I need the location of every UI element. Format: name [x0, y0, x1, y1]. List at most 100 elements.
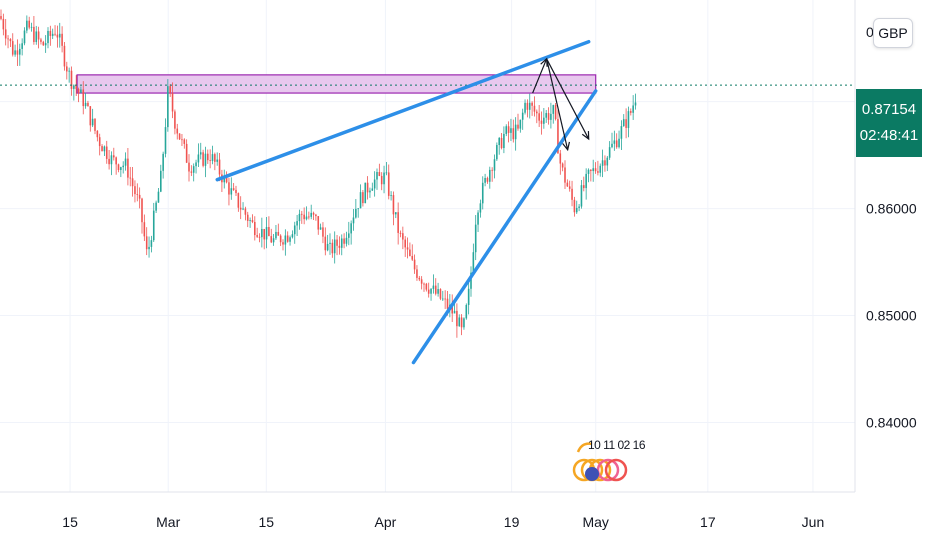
candle-body — [197, 154, 200, 163]
candle-body — [566, 182, 569, 187]
candle-body — [533, 105, 536, 112]
candle-body — [84, 102, 87, 107]
candle-body — [9, 39, 12, 42]
candle-body — [202, 152, 204, 166]
candle-body — [214, 154, 216, 162]
candle-body — [298, 213, 301, 222]
candle-body — [209, 160, 211, 161]
candle-body — [333, 239, 336, 254]
currency-button[interactable]: GBP — [873, 18, 913, 48]
candle-body — [77, 89, 80, 93]
candle-body — [228, 182, 230, 195]
candle-body — [96, 130, 99, 138]
candle-body — [599, 165, 602, 173]
candle-body — [357, 208, 359, 210]
trendline-upper — [215, 39, 591, 182]
candle-body — [557, 119, 559, 154]
x-tick-label: 15 — [62, 514, 78, 530]
y-tick-label: 0.86000 — [866, 201, 917, 217]
candle-body — [301, 213, 303, 215]
candle-body — [390, 195, 392, 196]
candle-body — [481, 182, 484, 204]
time-axis[interactable]: 15 Mar 15 Apr 19 May 17 Jun — [62, 514, 824, 530]
candle-body — [82, 89, 85, 107]
candle-body — [430, 288, 432, 294]
candle-body — [594, 168, 597, 172]
candle-body — [620, 126, 623, 139]
candle-body — [526, 102, 529, 110]
candle-body — [622, 119, 625, 127]
price-axis[interactable]: 0.86000 0.85000 0.84000 — [866, 201, 917, 431]
candle-body — [507, 126, 510, 133]
candle-body — [634, 102, 637, 106]
candle-body — [559, 153, 562, 164]
candle-body — [145, 236, 148, 250]
candle-body — [204, 153, 207, 166]
candle-body — [195, 162, 197, 167]
candle-body — [127, 158, 129, 178]
candle-body — [61, 33, 63, 46]
candle-body — [136, 194, 139, 195]
candle-body — [254, 221, 256, 236]
candle-body — [411, 255, 414, 260]
candle-body — [491, 169, 493, 171]
candle-body — [510, 128, 512, 133]
candle-body — [16, 50, 19, 55]
events-marker[interactable]: 10 11 02 16 — [572, 434, 646, 490]
candle-body — [91, 118, 94, 126]
candle-body — [362, 192, 364, 204]
projection-arrowhead — [581, 131, 590, 141]
candle-body — [627, 111, 630, 128]
candle-body — [568, 186, 571, 189]
x-tick-label: Mar — [156, 514, 180, 530]
resistance-zone[interactable] — [76, 74, 597, 94]
chart-grid — [0, 0, 855, 492]
candle-body — [261, 228, 263, 238]
candle-body — [416, 269, 418, 278]
candle-body — [174, 111, 176, 129]
candle-body — [531, 102, 533, 106]
candle-body — [263, 228, 265, 240]
candle-body — [239, 207, 242, 210]
candle-body — [404, 239, 406, 248]
projection-arrows[interactable] — [532, 57, 590, 152]
candle-body — [538, 113, 540, 121]
candle-body — [329, 242, 331, 244]
trendlines[interactable] — [215, 39, 598, 365]
candle-body — [105, 146, 108, 159]
candle-body — [348, 233, 350, 238]
candle-body — [366, 182, 369, 193]
candle-body — [305, 216, 308, 220]
candle-body — [597, 171, 599, 173]
candle-body — [108, 158, 110, 165]
candle-body — [242, 208, 244, 210]
candle-body — [143, 222, 146, 237]
candle-body — [293, 225, 296, 235]
candle-body — [395, 212, 397, 215]
candle-body — [472, 252, 475, 273]
candle-body — [423, 283, 425, 285]
candle-body — [615, 140, 618, 148]
candle-body — [190, 171, 193, 173]
candle-body — [199, 152, 202, 155]
candle-body — [519, 119, 522, 129]
candle-body — [324, 236, 327, 251]
candle-body — [528, 102, 531, 110]
candle-body — [272, 238, 275, 243]
candle-body — [319, 227, 322, 230]
candle-body — [235, 189, 237, 194]
projection-arrow — [546, 58, 590, 140]
candle-body — [317, 216, 320, 230]
y-tick-label: 0.84000 — [866, 414, 917, 430]
candle-body — [244, 208, 247, 215]
candle-body — [94, 118, 96, 131]
candle-body — [521, 112, 524, 120]
candle-body — [442, 298, 444, 300]
candle-body — [453, 310, 456, 314]
candle-body — [540, 120, 543, 124]
candle-body — [230, 188, 233, 195]
candle-body — [625, 119, 627, 128]
candle-body — [35, 31, 38, 42]
currency-label: GBP — [878, 25, 908, 41]
